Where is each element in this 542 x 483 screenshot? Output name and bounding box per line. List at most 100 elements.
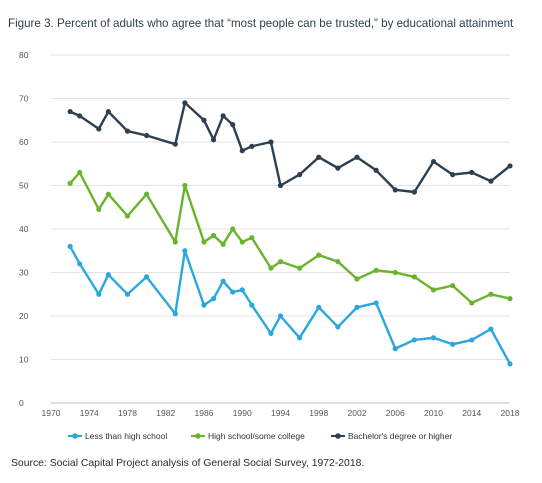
legend-label: Bachelor's degree or higher xyxy=(348,431,452,441)
data-point xyxy=(316,304,322,310)
x-tick-label: 1986 xyxy=(195,408,214,418)
x-tick-label: 2010 xyxy=(424,408,443,418)
data-point xyxy=(268,139,274,145)
data-point xyxy=(230,226,236,232)
data-point xyxy=(201,302,207,308)
data-point xyxy=(201,117,207,123)
x-tick-label: 2018 xyxy=(501,408,520,418)
legend: Less than high school High school/some co… xyxy=(68,431,452,441)
data-point xyxy=(210,296,217,302)
data-point xyxy=(77,261,83,267)
data-point xyxy=(230,122,236,128)
x-tick-label: 2002 xyxy=(348,408,367,418)
data-point xyxy=(450,341,456,347)
data-point xyxy=(392,187,398,193)
data-point xyxy=(469,300,475,306)
data-point xyxy=(249,235,255,241)
data-point xyxy=(507,163,513,169)
legend-label: Less than high school xyxy=(85,431,167,441)
x-tick-label: 1970 xyxy=(42,408,61,418)
data-point xyxy=(220,278,226,284)
data-point xyxy=(373,267,379,273)
data-point xyxy=(430,335,437,341)
data-point xyxy=(182,248,188,254)
chart-title: Figure 3. Percent of adults who agree th… xyxy=(8,17,514,30)
data-point xyxy=(354,276,360,282)
data-point xyxy=(105,272,111,278)
legend-swatch-marker xyxy=(72,433,78,439)
x-tick-label: 1982 xyxy=(156,408,175,418)
x-tick-label: 2006 xyxy=(386,408,405,418)
data-point xyxy=(277,313,284,319)
data-point xyxy=(488,291,494,297)
x-axis-ticks: 1970 1974 1978 1982 1986 1990 1994 1998 2002 2006… xyxy=(42,408,520,418)
data-point xyxy=(430,158,437,165)
data-point xyxy=(268,265,274,271)
y-axis-ticks: 0 10 20 30 40 50 60 70 80 xyxy=(19,50,29,408)
data-point xyxy=(297,265,303,271)
x-tick-label: 2014 xyxy=(462,408,481,418)
data-point xyxy=(67,108,73,115)
data-point xyxy=(392,346,398,352)
gridlines xyxy=(51,54,510,404)
data-point xyxy=(450,172,456,178)
data-point xyxy=(182,182,188,189)
y-tick-label: 60 xyxy=(19,137,29,147)
data-point xyxy=(297,172,303,178)
data-point xyxy=(335,165,341,171)
data-point xyxy=(277,259,284,265)
data-point xyxy=(297,335,303,341)
data-point xyxy=(488,178,494,184)
data-point xyxy=(67,180,73,186)
y-tick-label: 10 xyxy=(19,355,29,365)
legend-label: High school/some college xyxy=(208,431,305,441)
data-point xyxy=(239,239,245,245)
legend-swatch-marker xyxy=(195,433,201,439)
data-point xyxy=(239,148,245,154)
y-tick-label: 50 xyxy=(19,181,29,191)
data-point xyxy=(392,269,398,276)
data-point xyxy=(96,206,102,213)
data-point xyxy=(249,143,255,149)
data-point xyxy=(354,304,360,310)
data-point xyxy=(144,132,150,139)
data-point xyxy=(67,243,73,249)
y-tick-label: 0 xyxy=(19,398,24,408)
data-point xyxy=(105,191,111,197)
y-tick-label: 20 xyxy=(19,311,29,321)
data-point xyxy=(411,189,417,195)
source-note: Source: Social Capital Project analysis … xyxy=(11,458,365,469)
data-point xyxy=(144,191,150,197)
data-point xyxy=(124,291,131,297)
data-point xyxy=(124,213,131,219)
legend-swatch-marker xyxy=(335,433,341,439)
data-point xyxy=(507,361,513,367)
data-point xyxy=(210,232,217,239)
data-point xyxy=(469,169,475,176)
data-point xyxy=(411,337,417,343)
data-point xyxy=(172,239,178,245)
x-tick-label: 1990 xyxy=(233,408,252,418)
data-point xyxy=(239,287,245,293)
x-tick-label: 1974 xyxy=(80,408,99,418)
data-point xyxy=(230,289,236,295)
data-point xyxy=(220,113,226,119)
series-group xyxy=(67,100,513,367)
data-point xyxy=(507,296,513,302)
series-line xyxy=(69,101,511,194)
data-point xyxy=(430,287,437,293)
data-point xyxy=(268,330,274,336)
data-point xyxy=(96,126,102,132)
data-point xyxy=(373,300,379,306)
data-point xyxy=(488,326,494,332)
data-point xyxy=(373,167,379,173)
x-tick-label: 1994 xyxy=(271,408,290,418)
data-point xyxy=(172,311,178,317)
data-point xyxy=(96,291,102,297)
data-point xyxy=(335,324,341,330)
data-point xyxy=(172,141,178,147)
data-point xyxy=(411,274,417,280)
data-point xyxy=(220,241,226,247)
data-point xyxy=(144,274,150,280)
